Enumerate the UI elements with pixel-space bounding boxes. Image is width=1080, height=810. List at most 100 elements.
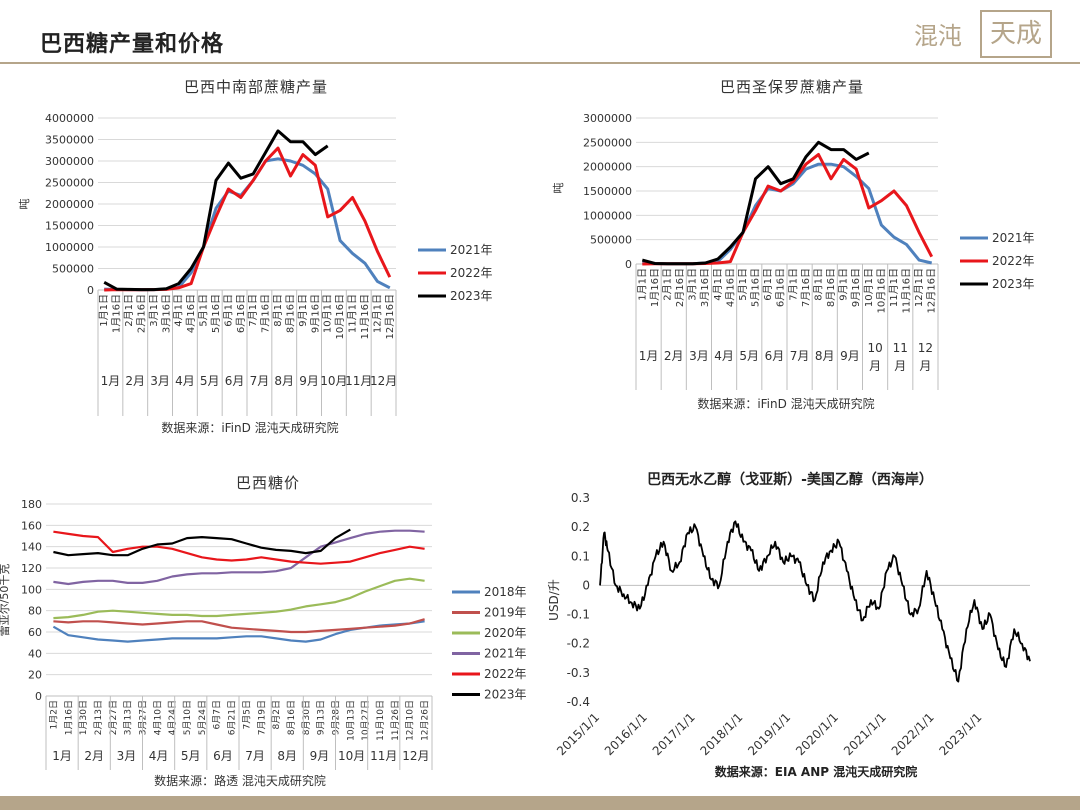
x-tick-label: 8月1日 (812, 268, 824, 301)
y-tick-label: 500000 (590, 234, 632, 247)
x-tick-label: 12月16日 (384, 294, 396, 339)
y-tick-label: 2500000 (45, 177, 94, 190)
x-tick-label: 2021/1/1 (841, 710, 889, 758)
x-tick-label: 6月16日 (235, 294, 247, 333)
chart-brazil-sugar-price: 巴西糖价 0 20 40 60 80 100 120 140 160 180 雷亚尔/50千克 1月2日… (0, 474, 527, 788)
x-tick-label: 5月16日 (210, 294, 222, 333)
data-source: 数据来源：iFinD 混沌天成研究院 (161, 420, 338, 435)
y-tick-label: 3500000 (45, 134, 94, 147)
header-rule (0, 62, 1080, 64)
y-tick-label: -0.2 (567, 637, 590, 651)
x-month-label: 10月 (320, 374, 347, 388)
chart-sao-paulo-sugar-production: 巴西圣保罗蔗糖产量 0 500000 1000000 1500000 2000000 250… (552, 78, 1035, 411)
x-tick-label: 1月16日 (111, 294, 123, 333)
x-month-label: 3月 (689, 349, 709, 363)
y-tick-label: 2000000 (45, 198, 94, 211)
x-month-label: 4月 (149, 749, 169, 763)
x-month-label: 11月 (370, 749, 397, 763)
x-month-label: 11月 (345, 374, 372, 388)
legend-label: 2020年 (484, 626, 527, 640)
series-line-2021年 (104, 157, 391, 292)
x-month-label: 6月 (213, 749, 233, 763)
y-axis-label: USD/升 (547, 579, 561, 621)
x-tick-label: 9月16日 (850, 268, 862, 307)
x-month-label: 1月 (639, 349, 659, 363)
x-tick-label: 2016/1/1 (602, 710, 650, 758)
x-month-label: 5月 (200, 374, 220, 388)
series-line-2023年 (103, 129, 329, 292)
x-month-label: 2月 (84, 749, 104, 763)
x-tick-label: 5月10日 (182, 700, 193, 735)
series-line-2021年 (642, 162, 933, 266)
y-tick-label: 140 (21, 541, 42, 554)
x-tick-label: 7月1日 (247, 294, 259, 327)
legend-label: 2018年 (484, 585, 527, 599)
x-tick-label: 5月16日 (750, 268, 762, 307)
y-tick-label: 60 (28, 626, 42, 639)
x-tick-label: 2018/1/1 (698, 710, 746, 758)
x-month-label: 1月 (101, 374, 121, 388)
x-tick-label: 2月1日 (123, 294, 135, 327)
data-source: 数据来源：iFinD 混沌天成研究院 (697, 396, 874, 411)
x-tick-label: 2月13日 (93, 700, 104, 735)
x-tick-label: 11月1日 (347, 294, 359, 333)
x-month-label: 7月 (790, 349, 810, 363)
x-tick-label: 10月1日 (863, 268, 875, 307)
y-tick-label: 0 (35, 690, 42, 703)
y-tick-label: 0 (582, 578, 590, 592)
y-tick-label: 0.2 (571, 520, 590, 534)
x-tick-label: 8月2日 (271, 700, 282, 729)
chart-title: 巴西糖价 (236, 474, 300, 492)
x-tick-label: 11月16日 (901, 268, 913, 313)
x-tick-label: 3月13日 (123, 700, 134, 735)
x-month-label: 8月 (815, 349, 835, 363)
x-month-label: 12月 (402, 749, 429, 763)
legend-label: 2023年 (484, 688, 527, 702)
logo-box-text: 天成 (980, 10, 1052, 58)
y-tick-label: 2000000 (583, 161, 632, 174)
x-tick-label: 3月1日 (148, 294, 160, 327)
x-tick-label: 1月16日 (63, 700, 74, 735)
series-line-2022年 (53, 530, 425, 565)
x-tick-label: 6月16日 (775, 268, 787, 307)
x-month-label: 7月 (245, 749, 265, 763)
y-tick-label: 120 (21, 562, 42, 575)
x-tick-label: 11月26日 (390, 700, 401, 741)
chart-title: 巴西中南部蔗糖产量 (184, 78, 328, 96)
x-tick-label: 5月1日 (737, 268, 749, 301)
x-tick-label: 4月16日 (724, 268, 736, 307)
y-axis-label: 雷亚尔/50千克 (0, 564, 11, 637)
y-tick-label: 1500000 (45, 220, 94, 233)
x-tick-label: 2020/1/1 (793, 710, 841, 758)
series-line-2020年 (53, 577, 425, 620)
y-tick-label: 180 (21, 498, 42, 511)
x-tick-label: 1月1日 (636, 268, 648, 301)
y-tick-label: 1000000 (45, 241, 94, 254)
x-month-label: 10月 (338, 749, 365, 763)
x-month-label: 6月 (225, 374, 245, 388)
x-tick-label: 6月1日 (762, 268, 774, 301)
x-tick-label: 3月16日 (160, 294, 172, 333)
x-tick-label: 1月16日 (649, 268, 661, 307)
x-tick-label: 8月16日 (286, 700, 297, 735)
x-tick-label: 4月1日 (712, 268, 724, 301)
x-tick-label: 6月7日 (212, 700, 223, 729)
x-tick-label: 10月16日 (875, 268, 887, 313)
x-month-label: 2月 (664, 349, 684, 363)
x-tick-label: 2023/1/1 (936, 710, 984, 758)
x-tick-label: 8月30日 (301, 700, 312, 735)
x-tick-label: 2月16日 (674, 268, 686, 307)
x-tick-label: 4月16日 (185, 294, 197, 333)
x-tick-label: 7月16日 (260, 294, 272, 333)
y-tick-label: 500000 (52, 263, 94, 276)
x-tick-label: 12月26日 (420, 700, 431, 741)
logo: 混沌 天成 (914, 10, 1052, 58)
logo-brand-text: 混沌 (914, 22, 962, 50)
y-tick-label: -0.4 (567, 695, 590, 709)
y-tick-label: 1500000 (583, 185, 632, 198)
series-line-2018年 (52, 620, 425, 643)
x-month-label: 5月 (739, 349, 759, 363)
x-month-label: 8月 (274, 374, 294, 388)
